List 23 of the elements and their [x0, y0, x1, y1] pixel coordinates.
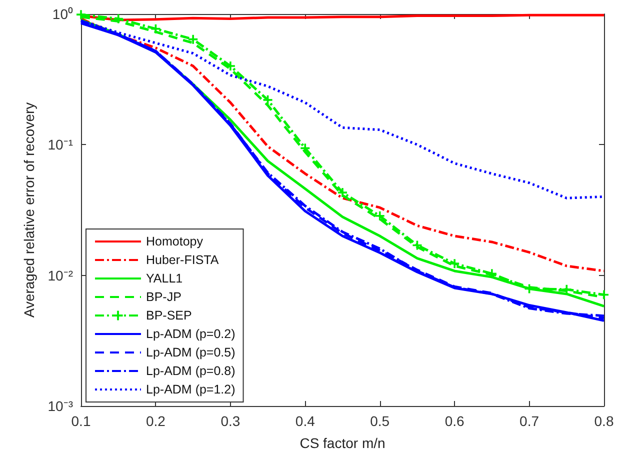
legend-label: BP-SEP [146, 308, 192, 322]
legend-label: BP-JP [146, 290, 182, 304]
legend-label: Lp-ADM (p=0.8) [146, 364, 236, 378]
x-tick-label: 0.5 [370, 413, 390, 429]
x-tick-label: 0.8 [594, 413, 614, 429]
x-tick-label: 0.4 [295, 413, 316, 429]
x-axis-title: CS factor m/n [300, 435, 386, 451]
x-tick-label: 0.6 [444, 413, 465, 429]
y-tick-label: 10⁻³ [48, 398, 74, 414]
legend-label: Huber-FISTA [146, 253, 220, 267]
y-tick-label: 10⁰ [52, 6, 73, 22]
legend-label: Homotopy [146, 234, 204, 248]
y-axis-title: Averaged relative error of recovery [21, 102, 37, 318]
x-tick-label: 0.1 [71, 413, 91, 429]
x-tick-label: 0.3 [220, 413, 240, 429]
legend-label: YALL1 [146, 272, 183, 286]
x-tick-label: 0.2 [146, 413, 166, 429]
legend-label: Lp-ADM (p=0.2) [146, 327, 236, 341]
legend-label: Lp-ADM (p=0.5) [146, 346, 236, 360]
y-tick-label: 10⁻² [48, 267, 74, 284]
x-tick-label: 0.7 [520, 413, 540, 429]
legend-label: Lp-ADM (p=1.2) [146, 382, 236, 396]
y-tick-label: 10⁻¹ [48, 136, 74, 153]
